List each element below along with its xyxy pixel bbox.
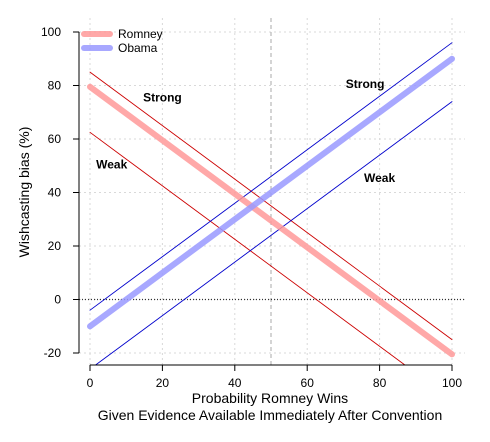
- y-axis-title: Wishcasting bias (%): [16, 127, 32, 258]
- x-tick-label: 100: [442, 376, 462, 390]
- annotation-strong: Strong: [346, 77, 385, 91]
- x-axis-title-line1: Probability Romney Wins: [192, 390, 348, 406]
- x-tick-label: 80: [373, 376, 387, 390]
- annotation-weak: Weak: [364, 171, 395, 185]
- annotation-strong: Strong: [143, 91, 182, 105]
- annotations: Strong Weak Strong Weak: [96, 77, 395, 185]
- band-4-line: [89, 42, 453, 311]
- reference-lines: [79, 18, 465, 365]
- y-tick-label: 0: [54, 293, 61, 307]
- x-axis-title-line2: Given Evidence Available Immediately Aft…: [98, 407, 443, 423]
- series-lines: [87, 42, 455, 365]
- legend-label-romney: Romney: [118, 27, 163, 41]
- band-3-line: [89, 131, 406, 365]
- band-2-line: [89, 71, 453, 341]
- y-tick-label: 20: [48, 239, 62, 253]
- y-tick-label: 40: [48, 186, 62, 200]
- romney-line: [87, 83, 455, 358]
- axes: 0 20 40 60 80 100 -20 0 20 40 60 80 100 Probability R…: [16, 25, 462, 423]
- x-tick-label: 0: [87, 376, 94, 390]
- band-5-line: [94, 101, 453, 365]
- y-tick-label: -20: [44, 346, 62, 360]
- annotation-weak: Weak: [96, 157, 127, 171]
- y-tick-label: 80: [48, 79, 62, 93]
- x-tick-label: 40: [228, 376, 242, 390]
- obama-line: [87, 55, 455, 330]
- x-tick-label: 20: [156, 376, 170, 390]
- y-tick-label: 60: [48, 132, 62, 146]
- legend-label-obama: Obama: [118, 41, 158, 55]
- y-tick-label: 100: [41, 25, 61, 39]
- x-tick-label: 60: [301, 376, 315, 390]
